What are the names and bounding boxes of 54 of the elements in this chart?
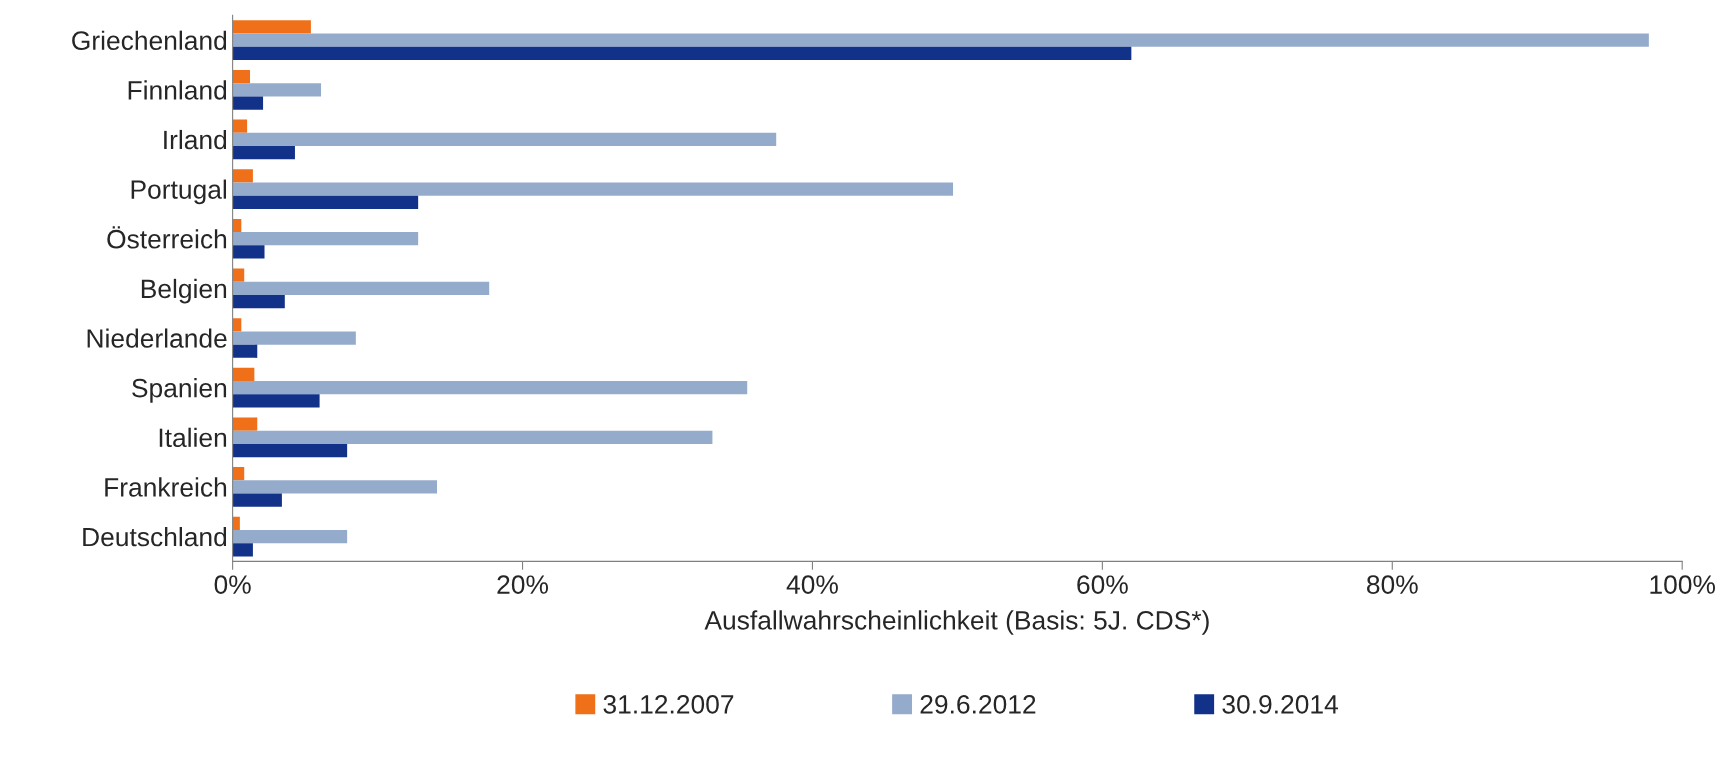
x-tick-label: 100%: [1650, 575, 1715, 594]
bar: [232, 480, 438, 494]
bar: [232, 344, 258, 358]
bar: [232, 33, 1649, 47]
x-tick-label: 20%: [497, 575, 549, 594]
y-tick-label: Irland: [164, 129, 227, 150]
x-tick-label: 60%: [1077, 575, 1128, 594]
bar: [232, 516, 240, 530]
y-tick-label: Italien: [159, 427, 227, 448]
y-tick-label: Deutschland: [83, 526, 227, 547]
bar: [232, 146, 295, 160]
bar: [232, 69, 251, 84]
bar: [232, 46, 1132, 61]
y-tick-label: Niederlande: [87, 328, 227, 348]
bar: [232, 529, 348, 544]
bar: [232, 268, 245, 282]
y-tick-label: Finnland: [128, 80, 227, 100]
bar: [232, 467, 245, 481]
y-tick-label: Belgien: [141, 278, 227, 304]
bar: [232, 169, 253, 183]
legend-label: 31.12.2007: [603, 695, 734, 714]
bar: [232, 430, 713, 444]
bar: [232, 381, 748, 395]
bar: [232, 493, 282, 507]
bar: [232, 83, 322, 97]
y-tick-label: Österreich: [107, 226, 227, 249]
bar: [232, 96, 264, 110]
bar: [232, 218, 242, 233]
legend-label: 30.9.2014: [1222, 695, 1338, 714]
x-tick-label: 80%: [1367, 575, 1418, 594]
x-axis-title: Ausfallwahrscheinlichkeit (Basis: 5J. CDS*): [704, 610, 1209, 635]
y-tick-label: Griechenland: [72, 30, 227, 51]
bar: [232, 367, 255, 382]
bar: [232, 195, 419, 209]
bar: [232, 417, 258, 431]
bar: [232, 232, 419, 246]
bar: [232, 281, 490, 295]
bar: [232, 394, 320, 408]
bar: [232, 318, 242, 332]
y-tick-label: Spanien: [132, 378, 227, 403]
bar: [232, 20, 311, 34]
bar: [232, 182, 954, 196]
bar: [232, 443, 348, 458]
y-tick-label: Frankreich: [105, 477, 227, 497]
x-tick-label: 0%: [214, 575, 251, 594]
bar: [232, 543, 253, 557]
y-tick-label: Portugal: [131, 179, 226, 205]
bar: [232, 245, 265, 259]
bar: [232, 119, 248, 133]
x-tick-label: 40%: [786, 575, 838, 594]
bar: [232, 331, 356, 345]
bar: [232, 132, 777, 147]
legend-label: 29.6.2012: [920, 695, 1036, 714]
bar: [232, 294, 285, 309]
